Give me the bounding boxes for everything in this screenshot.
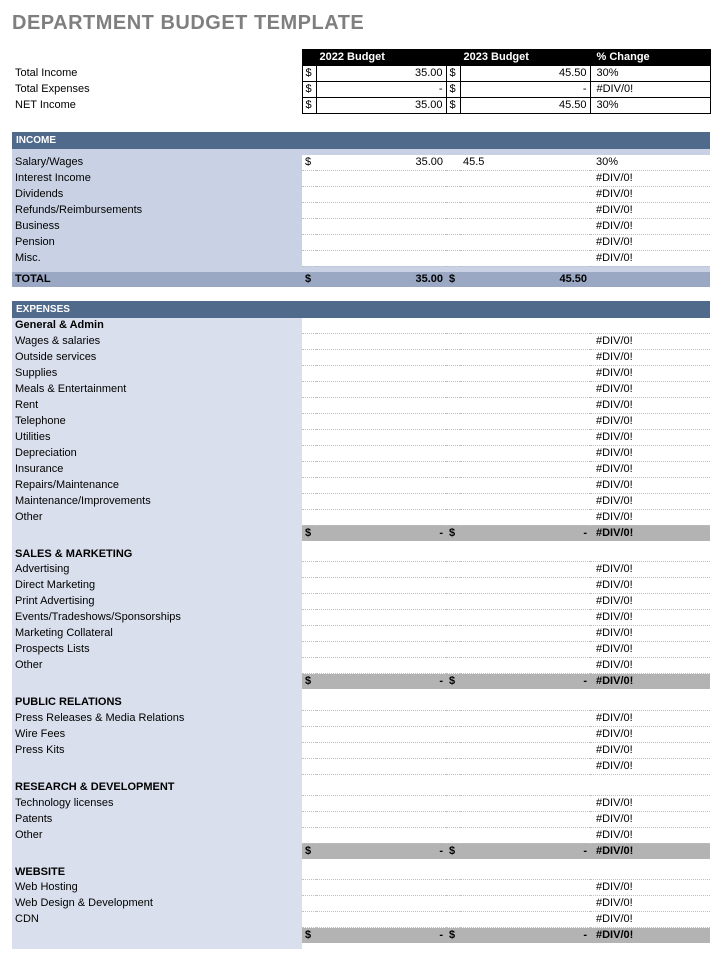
section-expenses: EXPENSES bbox=[12, 301, 710, 318]
expense-group-header: RESEARCH & DEVELOPMENT bbox=[12, 780, 302, 795]
expense-row-label bbox=[12, 758, 302, 774]
summary-label: NET Income bbox=[12, 98, 302, 114]
col-header-2022: 2022 Budget bbox=[316, 50, 446, 66]
expense-row-label: Web Hosting bbox=[12, 880, 302, 896]
income-row-label: Salary/Wages bbox=[12, 155, 302, 171]
expense-row-label: Insurance bbox=[12, 461, 302, 477]
col-header-pct: % Change bbox=[590, 50, 710, 66]
income-total-label: TOTAL bbox=[12, 272, 302, 287]
expense-group-header: SALES & MARKETING bbox=[12, 547, 302, 562]
expense-row-label: Prospects Lists bbox=[12, 642, 302, 658]
expense-row-label: Other bbox=[12, 827, 302, 843]
expense-row-label: Other bbox=[12, 509, 302, 525]
expense-row-label: Press Kits bbox=[12, 742, 302, 758]
income-row-label: Misc. bbox=[12, 250, 302, 266]
expense-row-label: Direct Marketing bbox=[12, 578, 302, 594]
expense-group-header: PUBLIC RELATIONS bbox=[12, 695, 302, 710]
expense-row-label: Events/Tradeshows/Sponsorships bbox=[12, 610, 302, 626]
expense-row-label: Print Advertising bbox=[12, 594, 302, 610]
budget-table: 2022 Budget 2023 Budget% Change Total Inco… bbox=[12, 49, 711, 949]
expense-row-label: Supplies bbox=[12, 365, 302, 381]
income-row-label: Business bbox=[12, 218, 302, 234]
expense-row-label: Technology licenses bbox=[12, 795, 302, 811]
expense-row-label: Maintenance/Improvements bbox=[12, 493, 302, 509]
expense-group-header: General & Admin bbox=[12, 318, 302, 333]
col-header-2023: 2023 Budget bbox=[460, 50, 590, 66]
summary-label: Total Income bbox=[12, 66, 302, 82]
expense-row-label: Other bbox=[12, 658, 302, 674]
expense-row-label: Utilities bbox=[12, 429, 302, 445]
expense-row-label: Wages & salaries bbox=[12, 333, 302, 349]
income-row-label: Interest Income bbox=[12, 170, 302, 186]
expense-row-label: Outside services bbox=[12, 349, 302, 365]
expense-row-label: Patents bbox=[12, 811, 302, 827]
expense-row-label: Rent bbox=[12, 397, 302, 413]
page-title: DEPARTMENT BUDGET TEMPLATE bbox=[12, 12, 706, 35]
expense-row-label: Repairs/Maintenance bbox=[12, 477, 302, 493]
expense-row-label: Meals & Entertainment bbox=[12, 381, 302, 397]
expense-row-label: CDN bbox=[12, 912, 302, 928]
expense-row-label: Web Design & Development bbox=[12, 896, 302, 912]
summary-label: Total Expenses bbox=[12, 82, 302, 98]
expense-row-label: Press Releases & Media Relations bbox=[12, 710, 302, 726]
expense-row-label: Telephone bbox=[12, 413, 302, 429]
expense-row-label: Marketing Collateral bbox=[12, 626, 302, 642]
income-row-label: Dividends bbox=[12, 186, 302, 202]
expense-row-label: Depreciation bbox=[12, 445, 302, 461]
expense-group-header: WEBSITE bbox=[12, 865, 302, 880]
section-income: INCOME bbox=[12, 132, 710, 149]
expense-row-label: Wire Fees bbox=[12, 726, 302, 742]
income-row-label: Refunds/Reimbursements bbox=[12, 202, 302, 218]
income-row-label: Pension bbox=[12, 234, 302, 250]
expense-row-label: Advertising bbox=[12, 562, 302, 578]
